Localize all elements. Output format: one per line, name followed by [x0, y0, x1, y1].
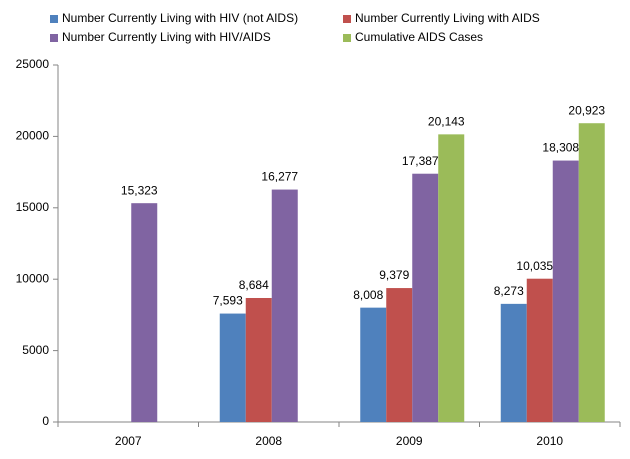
data-label: 20,923	[568, 103, 605, 117]
bar	[245, 297, 272, 422]
legend-label: Cumulative AIDS Cases	[355, 30, 483, 44]
y-tick-label: 0	[42, 414, 49, 428]
y-tick-label: 10000	[16, 271, 50, 285]
y-tick-label: 5000	[22, 343, 49, 357]
y-tick-label: 20000	[16, 129, 50, 143]
bar	[552, 160, 579, 422]
legend-swatch	[50, 15, 58, 23]
data-label: 10,035	[516, 259, 553, 273]
bar	[219, 313, 246, 422]
bar	[271, 189, 298, 422]
x-tick-label: 2007	[115, 434, 142, 448]
bar	[500, 303, 527, 422]
data-label: 7,593	[213, 294, 243, 308]
data-label: 8,008	[353, 288, 383, 302]
x-tick-label: 2010	[536, 434, 563, 448]
x-tick-label: 2008	[255, 434, 282, 448]
data-label: 8,273	[494, 284, 524, 298]
bar	[360, 307, 387, 422]
data-label: 17,387	[402, 154, 439, 168]
bar	[526, 278, 553, 422]
legend-label: Number Currently Living with AIDS	[355, 11, 540, 25]
legend-swatch	[50, 34, 58, 42]
y-tick-label: 15000	[16, 200, 50, 214]
legend-swatch	[343, 34, 351, 42]
bar	[131, 203, 158, 422]
legend-label: Number Currently Living with HIV/AIDS	[62, 30, 271, 44]
y-tick-label: 25000	[16, 57, 50, 71]
data-label: 15,323	[121, 183, 158, 197]
bar	[386, 288, 413, 422]
legend-swatch	[343, 15, 351, 23]
data-label: 8,684	[239, 278, 269, 292]
x-tick-label: 2009	[396, 434, 423, 448]
data-label: 9,379	[379, 268, 409, 282]
bar	[412, 173, 439, 422]
data-label: 16,277	[261, 170, 298, 184]
data-label: 20,143	[428, 115, 465, 129]
bar	[438, 134, 465, 422]
bar	[578, 123, 605, 423]
legend-label: Number Currently Living with HIV (not AI…	[62, 11, 298, 25]
data-label: 18,308	[542, 141, 579, 155]
